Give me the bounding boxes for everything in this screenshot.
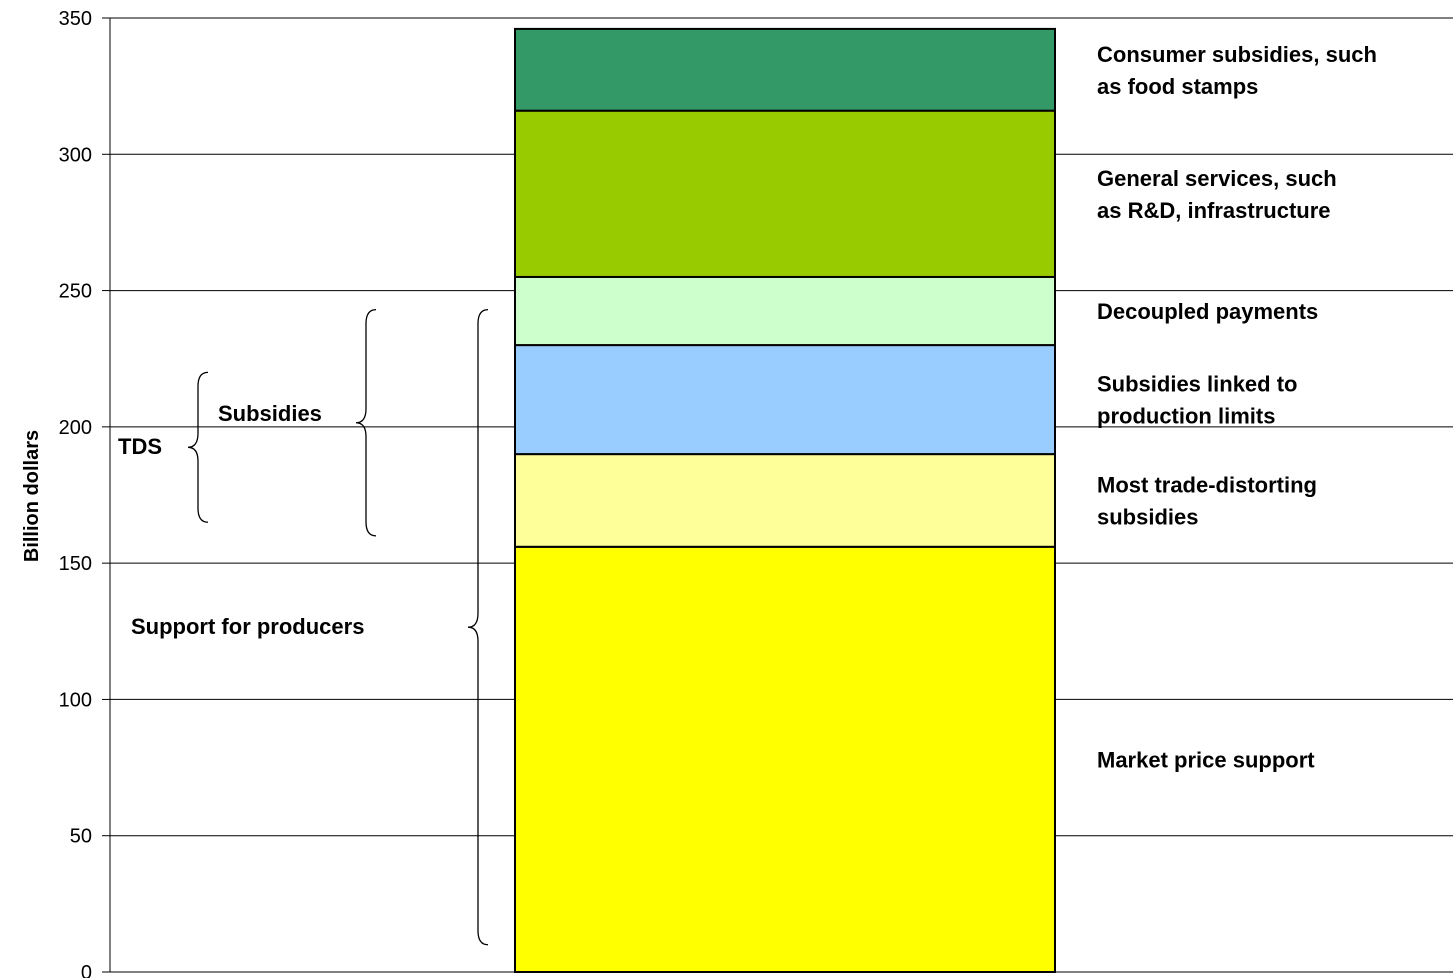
segment-label: General services, such as R&D, infrastruc… [1097,166,1337,223]
segment-label-line: Decoupled payments [1097,299,1318,324]
segment-labels: Market price support Most trade-distortin… [1097,42,1377,773]
y-tick-label: 150 [59,553,92,575]
segment-label-line: as food stamps [1097,74,1258,99]
brace-label: TDS [118,434,162,459]
bar-segment [514,275,1056,347]
segment-label-line: General services, such [1097,166,1337,191]
segment-label-line: production limits [1097,404,1275,429]
y-axis-label: Billion dollars [21,430,43,562]
segment-label-line: Market price support [1097,747,1315,772]
curly-brace [355,309,377,537]
stacked-bar [514,27,1056,973]
segment-label-line: Subsidies linked to [1097,372,1297,397]
segment-label: Decoupled payments [1097,299,1318,324]
bar-segment [514,344,1056,456]
y-tick-label: 100 [59,689,92,711]
y-tick-label: 0 [81,962,92,978]
segment-label-line: Consumer subsidies, such [1097,42,1377,67]
bar-segment [514,453,1056,548]
curly-brace [467,309,489,946]
segment-label: Most trade-distorting subsidies [1097,472,1317,529]
y-tick-label: 200 [59,417,92,439]
brace-label: Support for producers [131,614,364,639]
segment-label-line: Most trade-distorting [1097,472,1317,497]
segment-label: Subsidies linked to production limits [1097,372,1297,429]
curly-brace [187,371,209,523]
y-tick-label: 350 [59,8,92,30]
bar-segment [514,545,1056,973]
y-tick-label: 50 [70,826,92,848]
y-tick-label: 250 [59,281,92,303]
y-tick-label: 300 [59,144,92,166]
segment-label: Consumer subsidies, such as food stamps [1097,42,1377,99]
y-axis: 0 50 100 150 200 250 300 350 [59,8,1453,978]
bracket-annotations: TDS Subsidies Support for producers [118,309,489,946]
bar-segment [514,27,1056,112]
brace-label: Subsidies [218,401,322,426]
bar-segment [514,109,1056,278]
segment-label: Market price support [1097,747,1315,772]
segment-label-line: subsidies [1097,504,1198,529]
segment-label-line: as R&D, infrastructure [1097,198,1331,223]
